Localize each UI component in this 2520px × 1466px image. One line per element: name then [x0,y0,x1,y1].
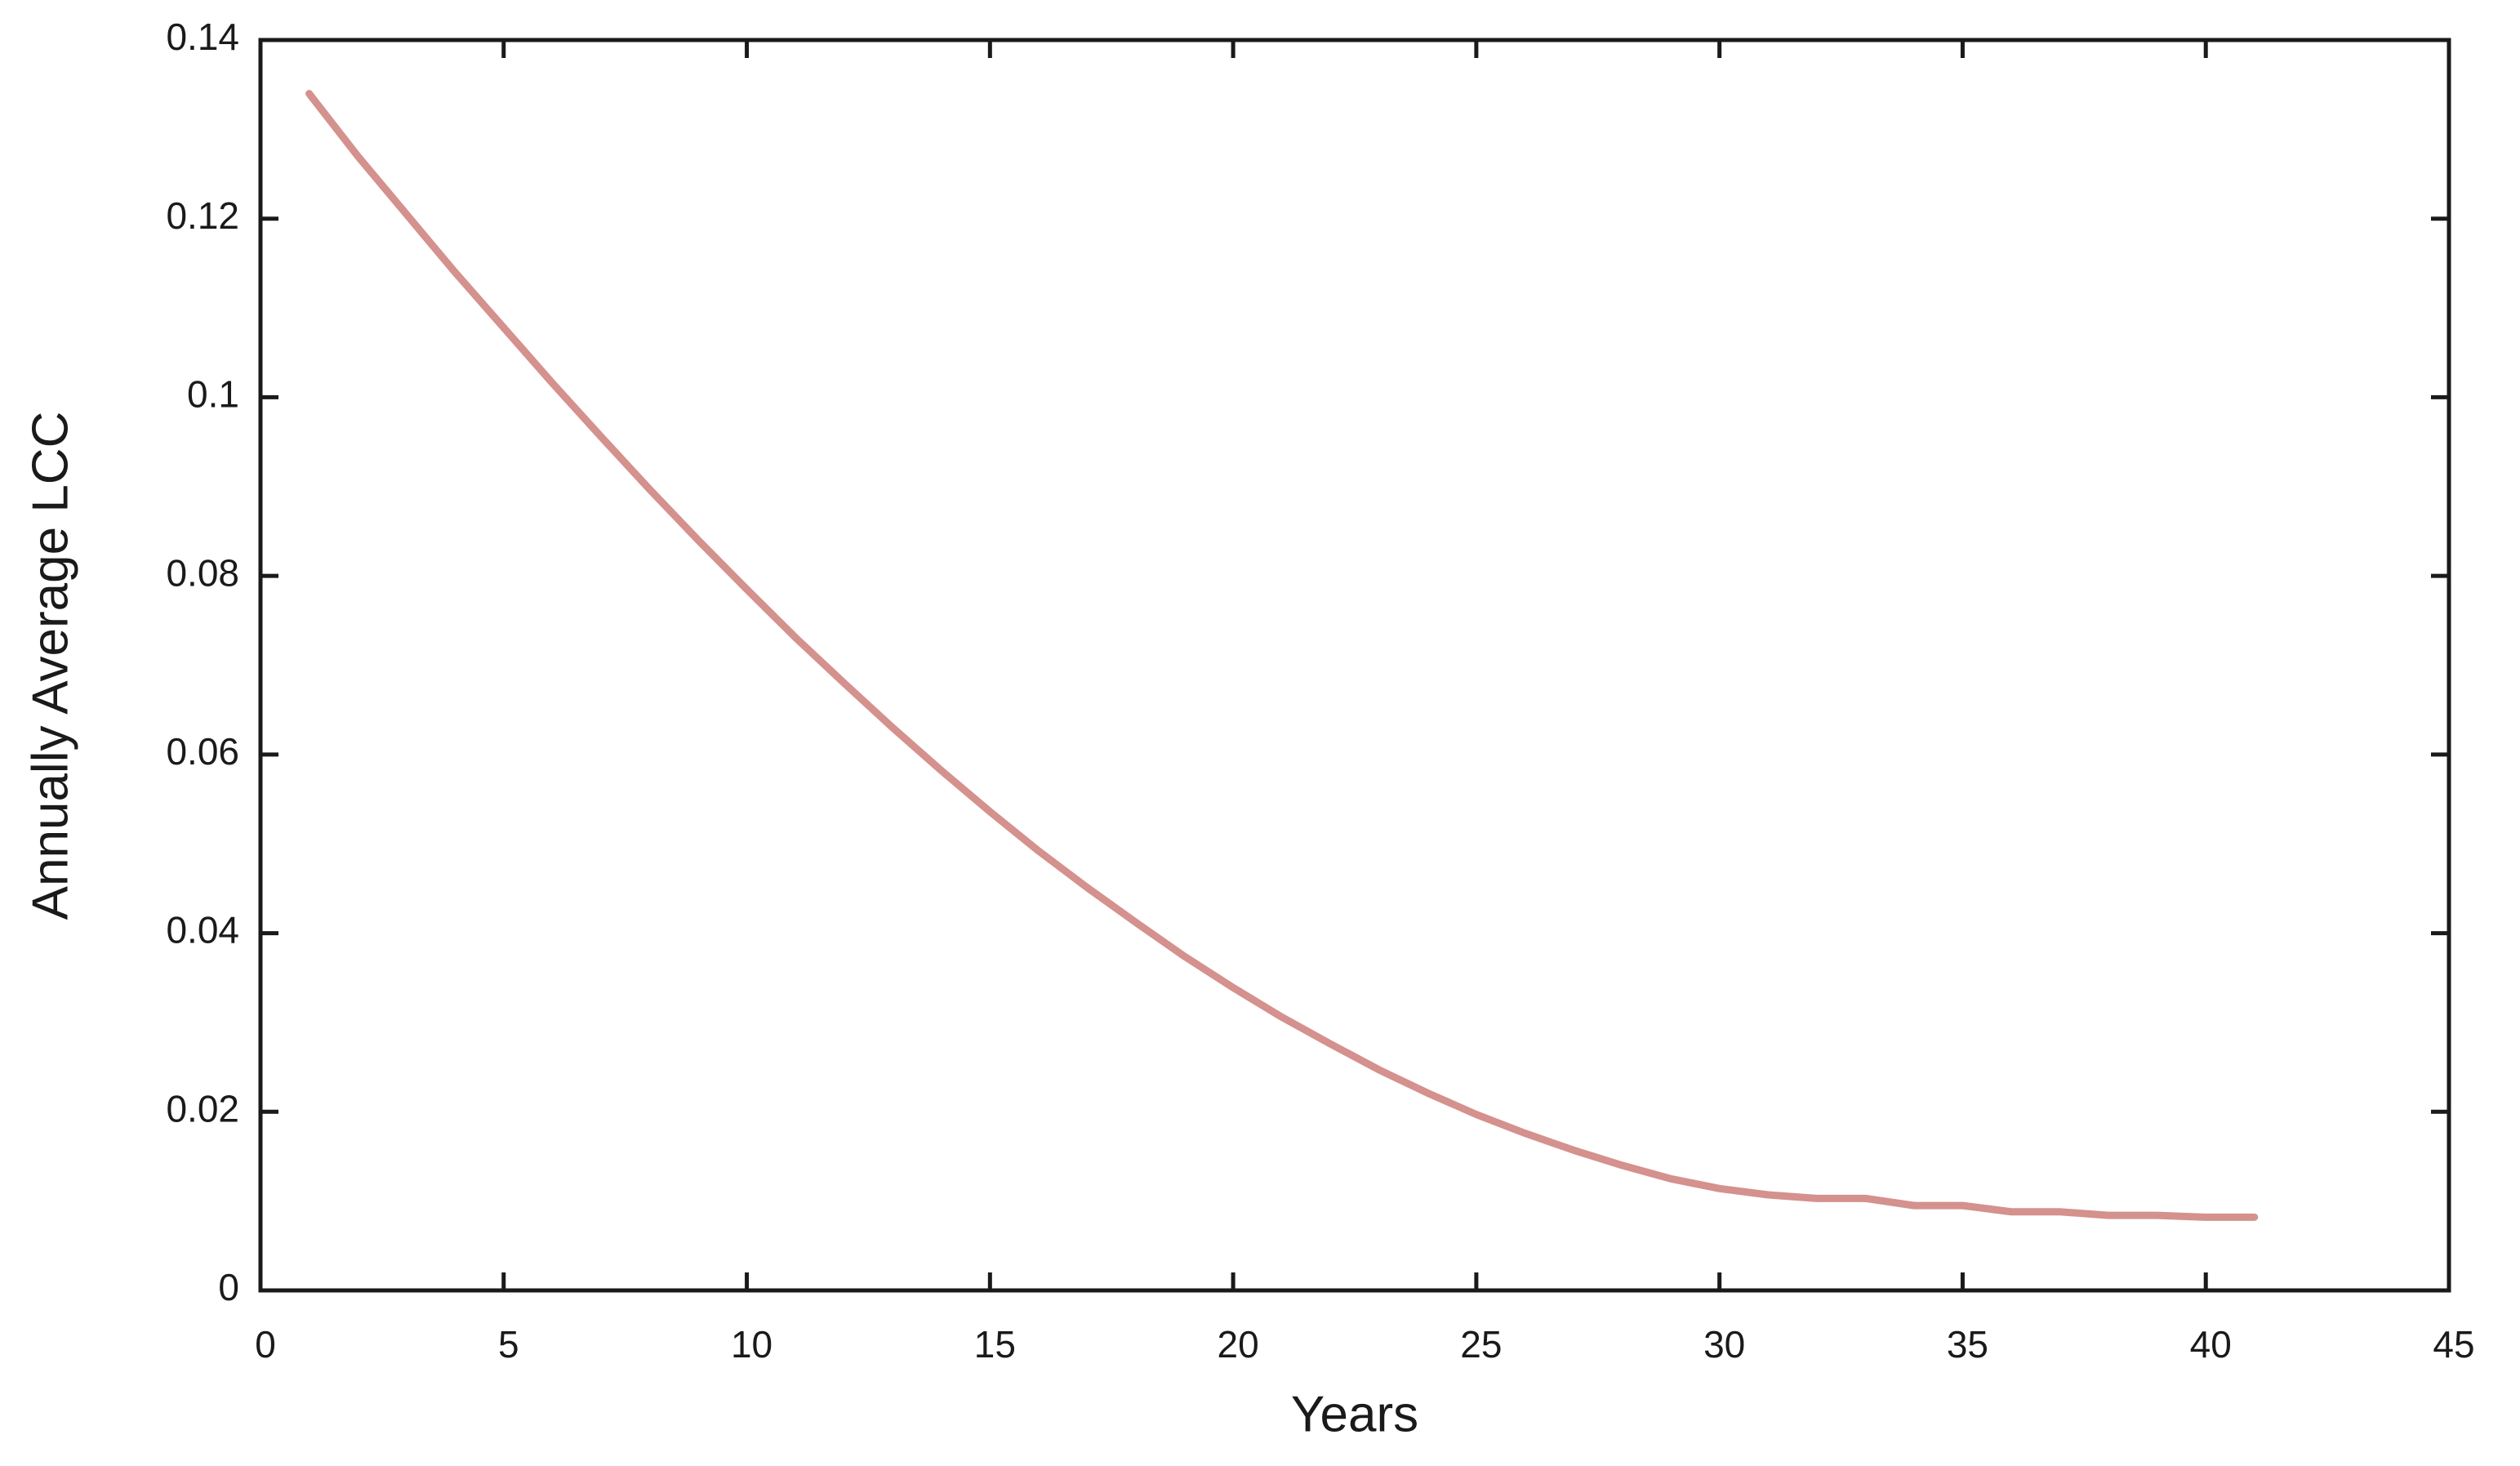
x-tick-label: 15 [974,1323,1016,1366]
x-tick-label: 25 [1460,1323,1502,1366]
x-axis-label: Years [1291,1386,1418,1442]
x-tick-label: 40 [2190,1323,2232,1366]
x-tick-label: 35 [1947,1323,1988,1366]
y-tick-label: 0.12 [166,194,239,237]
x-tick-label: 20 [1218,1323,1259,1366]
y-tick-label: 0.06 [166,730,239,773]
y-tick-label: 0.02 [166,1087,239,1130]
y-tick-label: 0.08 [166,551,239,594]
x-tick-label: 10 [731,1323,772,1366]
plot-frame [258,38,2451,1293]
y-tick-label: 0.04 [166,909,239,951]
x-tick-label: 0 [255,1323,276,1366]
x-tick-label: 30 [1703,1323,1745,1366]
y-axis-label: Annually Average LCC [22,412,78,920]
x-tick-label: 45 [2433,1323,2474,1366]
x-tick-label: 5 [498,1323,519,1366]
data-line [305,90,2259,1221]
y-tick-label: 0.14 [166,16,239,58]
y-tick-label: 0.1 [187,373,239,416]
y-tick-label: 0 [218,1266,239,1308]
